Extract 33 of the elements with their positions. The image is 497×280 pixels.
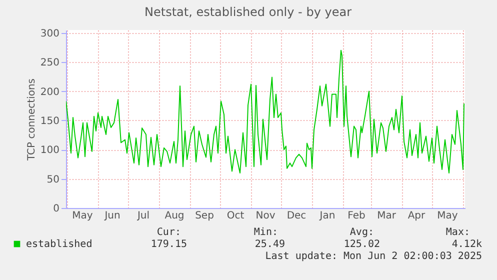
x-tick-label: May — [437, 210, 458, 222]
text: 4.12k — [452, 239, 482, 250]
x-tick-label: Apr — [408, 210, 426, 222]
x-tick-label: Jul — [136, 210, 150, 222]
x-tick-label: May — [72, 210, 93, 222]
y-tick-label: 150 — [40, 116, 60, 127]
x-tick-label: Dec — [286, 210, 306, 222]
text: 25.49 — [254, 239, 285, 250]
x-tick-label: Feb — [348, 210, 366, 222]
text: 179.15 — [150, 239, 187, 250]
x-tick-label: Aug — [164, 210, 184, 222]
text: Avg: — [350, 227, 374, 238]
y-tick-label: 200 — [40, 86, 60, 98]
text: Max: — [446, 227, 470, 238]
text: 125.02 — [344, 239, 380, 250]
x-tick-label: Nov — [256, 210, 276, 222]
text: Min: — [254, 227, 278, 238]
line-series — [66, 50, 464, 174]
x-tick-label: Mar — [377, 210, 397, 222]
legend-label: established — [26, 239, 92, 250]
x-tick-label: Jan — [318, 210, 336, 222]
y-tick-label: 0 — [53, 204, 60, 214]
x-tick-label: Jun — [104, 210, 120, 222]
text: Last update: Mon Jun 2 02:00:03 2025 — [265, 251, 482, 262]
y-tick-label: 250 — [40, 58, 60, 69]
x-tick-label: Sep — [195, 210, 214, 222]
y-tick-label: 100 — [40, 145, 60, 156]
x-tick-label: Oct — [226, 210, 244, 222]
y-axis-title: TCP connections — [26, 78, 38, 162]
chart-title: Netstat, established only - by year — [144, 5, 352, 19]
y-tick-label: 300 — [40, 28, 60, 40]
y-tick-label: 50 — [46, 174, 60, 186]
text: Cur: — [156, 227, 181, 238]
